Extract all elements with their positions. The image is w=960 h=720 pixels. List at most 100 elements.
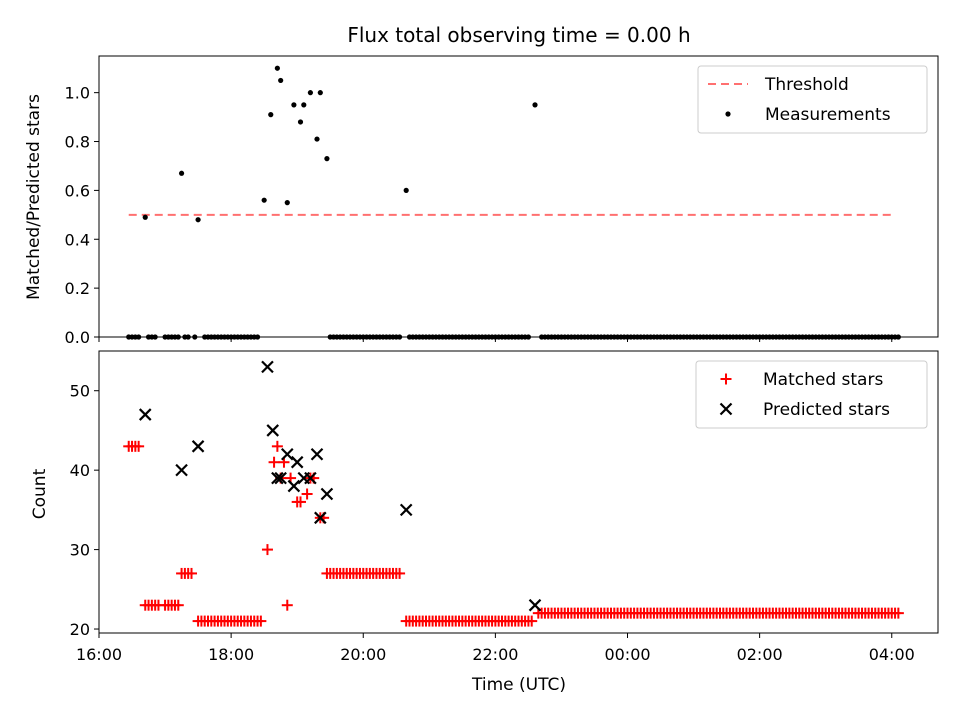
bottom-y-tick-label: 30 — [70, 541, 90, 560]
legend-threshold-label: Threshold — [764, 75, 849, 95]
measurement-point — [403, 187, 409, 193]
bottom-panel: 20 30 40 50 16:00 18:00 20:00 22:00 00:00 02:00 0… — [30, 350, 939, 695]
measurement-point — [142, 214, 148, 220]
top-legend-box — [697, 65, 928, 134]
measurement-point — [195, 217, 201, 223]
measurement-point — [136, 334, 142, 340]
matched-star-point — [526, 615, 538, 627]
chart-title: Flux total observing time = 0.00 h — [347, 23, 690, 47]
bottom-y-ticks: 20 30 40 50 — [70, 382, 99, 639]
measurement-point — [532, 102, 538, 108]
top-y-tick-label: 1.0 — [65, 84, 90, 103]
x-tick-label: 22:00 — [472, 645, 518, 664]
x-tick-label: 18:00 — [208, 645, 254, 664]
top-y-ticks: 0.0 0.2 0.4 0.6 0.8 1.0 — [65, 84, 99, 347]
bottom-legend: Matched stars Predicted stars — [695, 360, 928, 429]
matched-star-point — [185, 567, 197, 579]
predicted-star-point — [266, 424, 280, 437]
matched-star-point — [268, 456, 280, 468]
matched-star-point — [172, 599, 184, 611]
matched-star-point — [892, 607, 904, 619]
measurement-point — [291, 102, 297, 108]
measurement-point — [274, 65, 280, 71]
measurement-point — [261, 197, 267, 203]
matched-star-point — [261, 544, 273, 556]
top-y-tick-label: 0.8 — [65, 133, 90, 152]
top-y-tick-label: 0.6 — [65, 181, 90, 200]
top-x-ticks — [98, 337, 893, 342]
predicted-star-point — [310, 447, 324, 461]
legend-matched-label: Matched stars — [763, 370, 883, 390]
measurement-point — [185, 334, 191, 340]
measurement-point — [297, 119, 304, 125]
measurement-point — [396, 334, 403, 340]
legend-predicted-marker — [719, 402, 733, 416]
bottom-y-tick-label: 50 — [70, 382, 90, 401]
measurement-point — [278, 77, 284, 84]
measurement-point — [317, 90, 323, 96]
matched-star-point — [281, 599, 293, 611]
predicted-star-point — [175, 463, 188, 477]
bottom-plot-frame — [98, 350, 939, 634]
measurement-point — [284, 200, 290, 206]
measurement-point — [178, 170, 185, 176]
legend-matched-swatch — [720, 373, 732, 385]
measurement-point — [152, 334, 158, 340]
top-y-tick-label: 0.2 — [65, 279, 90, 298]
predicted-star-point — [271, 471, 284, 485]
predicted-star-point — [261, 360, 274, 374]
top-y-tick-label: 0.0 — [65, 328, 90, 347]
legend-measurements-label: Measurements — [765, 105, 891, 125]
legend-matched-marker — [720, 373, 732, 385]
bottom-x-ticks: 16:00 18:00 20:00 22:00 00:00 02:00 04:00 — [76, 633, 915, 664]
x-tick-label: 00:00 — [604, 645, 650, 664]
top-y-axis-label: Matched/Predicted stars — [24, 94, 44, 300]
measurement-point — [307, 90, 314, 96]
legend-measurement-swatch — [725, 111, 731, 117]
x-tick-label: 20:00 — [340, 645, 386, 664]
predicted-star-point — [191, 440, 205, 453]
measurement-point — [895, 334, 901, 340]
matched-star-point — [294, 496, 306, 508]
matched-star-points — [123, 440, 904, 627]
x-tick-label: 04:00 — [869, 645, 915, 664]
legend-predicted-label: Predicted stars — [763, 400, 890, 420]
x-tick-label: 16:00 — [76, 645, 122, 664]
measurement-point — [525, 334, 532, 340]
predicted-star-point — [274, 471, 287, 485]
measurement-points — [126, 65, 901, 340]
predicted-star-point — [304, 471, 317, 485]
x-axis-label: Time (UTC) — [471, 675, 566, 695]
bottom-y-tick-label: 40 — [70, 461, 90, 480]
x-tick-label: 02:00 — [737, 645, 783, 664]
predicted-star-point — [320, 487, 334, 501]
bottom-y-tick-label: 20 — [70, 620, 90, 639]
matched-star-point — [255, 615, 267, 627]
predicted-star-points — [138, 360, 542, 612]
predicted-star-point — [281, 447, 294, 461]
legend-predicted-swatch — [719, 402, 733, 416]
measurement-point — [314, 136, 320, 142]
predicted-star-point — [314, 511, 327, 525]
top-y-tick-label: 0.4 — [65, 230, 90, 249]
measurement-point — [301, 102, 307, 108]
predicted-star-point — [528, 598, 542, 612]
measurement-point — [192, 334, 198, 340]
matched-star-point — [394, 567, 406, 579]
predicted-star-point — [290, 455, 304, 469]
predicted-star-point — [399, 503, 413, 517]
measurement-point — [324, 156, 330, 162]
measurement-point — [254, 334, 261, 340]
predicted-star-point — [287, 479, 301, 493]
top-panel: 0.0 0.2 0.4 0.6 0.8 1.0 Matched/Predicted sta… — [24, 55, 939, 347]
measurement-point — [268, 112, 274, 118]
matched-star-point — [301, 488, 313, 500]
measurement-point — [175, 334, 181, 340]
matched-star-point — [133, 440, 145, 452]
bottom-legend-box — [695, 360, 928, 429]
predicted-star-point — [138, 408, 152, 421]
matched-star-point — [271, 440, 283, 452]
bottom-y-axis-label: Count — [30, 468, 50, 519]
top-legend: Threshold Measurements — [697, 65, 928, 134]
